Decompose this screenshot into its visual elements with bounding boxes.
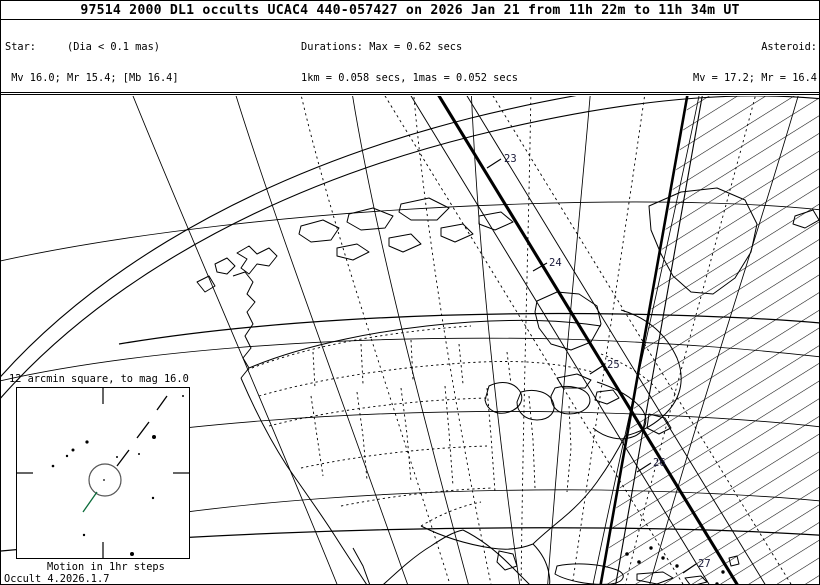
target-star-circle — [88, 463, 122, 497]
asteroid-line-1: Asteroid: — [761, 40, 817, 53]
event-line-1: Durations: Max = 0.62 secs — [301, 40, 463, 53]
meridians-dotted — [300, 96, 756, 584]
time-label: 25 — [607, 359, 620, 371]
asteroid-line-2: Mv = 17.2; Mr = 16.4 — [693, 72, 817, 85]
time-label: 24 — [549, 257, 562, 269]
inset-caption: 12 arcmin square, to mag 16.0 — [9, 373, 189, 385]
star-field-inset — [16, 387, 190, 559]
inset-footer: Motion in 1hr steps — [47, 561, 165, 573]
inset-fiducial-ticks — [17, 388, 189, 558]
title-divider — [1, 19, 819, 20]
occultation-path — [437, 96, 739, 584]
header-divider-lower — [1, 94, 819, 95]
map-svg: 23 24 25 26 27 — [1, 96, 819, 584]
star-line-1: Star: (Dia < 0.1 mas) — [5, 40, 160, 53]
world-map: 23 24 25 26 27 — [1, 96, 819, 584]
field-stars — [51, 395, 184, 556]
time-ticks — [486, 158, 697, 574]
header-divider-upper — [1, 92, 819, 93]
meridians — [132, 96, 799, 584]
star-line-2: Mv 16.0; Mr 15.4; [Mb 16.4] — [5, 72, 179, 85]
night-region — [599, 96, 819, 584]
time-label: 26 — [653, 457, 666, 469]
motion-track-past — [116, 395, 168, 467]
event-line-2: 1km = 0.058 secs, 1mas = 0.052 secs — [301, 72, 518, 85]
path-error-lines — [384, 96, 792, 584]
motion-track-future — [82, 491, 98, 513]
page-title: 97514 2000 DL1 occults UCAC4 440-057427 … — [80, 3, 740, 18]
coastlines — [196, 187, 819, 584]
political-borders — [246, 325, 662, 527]
path-limits — [410, 96, 766, 584]
earth-limb — [1, 96, 819, 399]
star-field-svg — [17, 388, 189, 558]
time-label: 27 — [698, 558, 711, 570]
time-labels: 23 24 25 26 27 — [504, 153, 711, 570]
software-version: Occult 4.2026.1.7 — [4, 573, 110, 585]
time-label: 23 — [504, 153, 517, 165]
